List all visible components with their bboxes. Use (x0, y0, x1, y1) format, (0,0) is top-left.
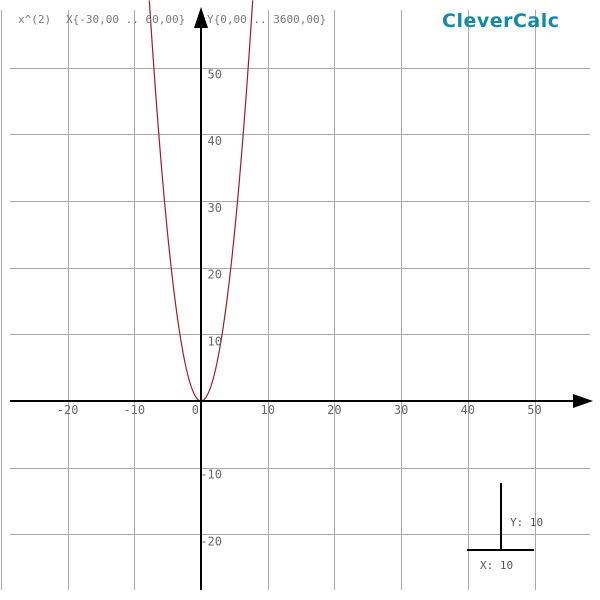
axes (10, 7, 593, 590)
grid-lines (1, 10, 590, 590)
x-tick-label: 0 (192, 403, 199, 417)
y-range-label: Y{0,00 .. 3600,00} (207, 13, 326, 26)
x-tick-label: 30 (394, 403, 408, 417)
scale-y-label: Y: 10 (510, 516, 543, 529)
header: x^(2) X{-30,00 .. 60,00} Y{0,00 .. 3600,… (18, 10, 560, 32)
y-tick-label: -10 (200, 468, 222, 482)
x-tick-label: 50 (527, 403, 541, 417)
x-axis-arrow-icon (573, 394, 593, 408)
y-tick-labels: 50 40 30 20 10 -10 -20 (200, 68, 222, 549)
y-tick-label: -20 (200, 534, 222, 548)
function-label: x^(2) (18, 13, 51, 26)
x-tick-label: 10 (260, 403, 274, 417)
x-tick-label: -10 (123, 403, 145, 417)
y-axis-arrow-icon (194, 7, 208, 28)
y-tick-label: 20 (208, 268, 222, 282)
y-tick-label: 10 (208, 334, 222, 348)
x-tick-label: 40 (461, 403, 475, 417)
x-tick-labels: -20 -10 0 10 20 30 40 50 (57, 403, 542, 417)
y-tick-label: 30 (208, 201, 222, 215)
x-range-label: X{-30,00 .. 60,00} (66, 13, 185, 26)
y-tick-label: 40 (208, 134, 222, 148)
y-tick-label: 50 (208, 68, 222, 82)
x-tick-label: -20 (57, 403, 79, 417)
scale-indicator: X: 10 Y: 10 (467, 483, 543, 572)
scale-x-label: X: 10 (480, 559, 513, 572)
clevercalc-logo: CleverCalc (442, 10, 560, 32)
x-tick-label: 20 (327, 403, 341, 417)
